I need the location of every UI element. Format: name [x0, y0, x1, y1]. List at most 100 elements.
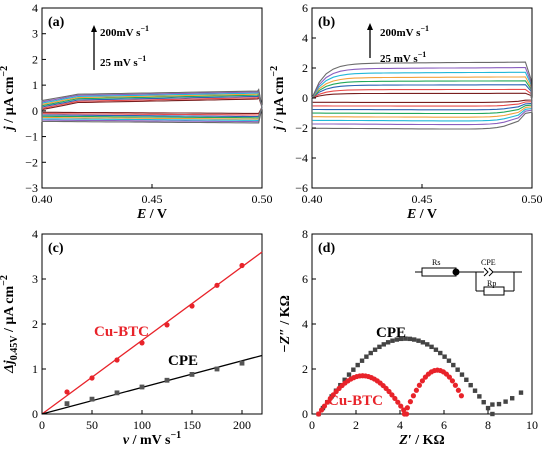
data-point [364, 354, 369, 359]
data-point [458, 393, 464, 399]
panel-c-fit-lines [41, 251, 263, 415]
y-tick-label: 4 [32, 1, 38, 15]
x-tick-label: 0.50 [522, 192, 543, 206]
y-tick-label: 6 [302, 272, 308, 286]
panel-c-y-axis-label: Δj0.45V / µA cm−2 [0, 275, 20, 374]
x-tick-label: 0.45 [412, 192, 433, 206]
panel-c-dl-capacitance: 0 1 2 3 4 0 50 100 150 200 (c) Cu-BTC CPE v / mV… [0, 227, 263, 448]
y-tick-label: 2 [32, 317, 38, 331]
data-point [327, 395, 333, 402]
data-point [114, 357, 120, 363]
data-point [481, 400, 486, 405]
panel-a-x-ticks: 0.40 0.45 0.50 [32, 184, 273, 206]
data-point [446, 374, 452, 380]
data-point [472, 388, 478, 393]
panel-c-label: (c) [48, 241, 64, 256]
data-point [89, 375, 95, 381]
data-point [89, 396, 95, 402]
data-point [410, 393, 416, 399]
panel-a-annotation-top: 200mV s−1 [100, 24, 149, 39]
data-point [386, 388, 392, 395]
circuit-rp-label: Rp [487, 279, 496, 288]
data-point [368, 350, 373, 356]
y-tick-label: −2 [25, 155, 38, 169]
data-point [407, 336, 413, 342]
x-tick-label: 4 [397, 418, 403, 432]
panel-b-scan-arrow [367, 23, 373, 58]
x-tick-label: 6 [441, 418, 447, 432]
x-tick-label: 200 [233, 418, 251, 432]
panel-d-series-label-cu-btc: Cu-BTC [328, 393, 383, 409]
y-tick-label: 0 [32, 407, 38, 421]
y-tick-label: 4 [302, 317, 308, 331]
x-tick-label: 150 [183, 418, 201, 432]
cv-curve-b [311, 88, 533, 107]
y-tick-label: 3 [32, 27, 38, 41]
data-point [189, 372, 195, 377]
data-point [139, 384, 145, 390]
cv-curve-a [41, 96, 263, 114]
panel-d-x-ticks: 0 2 4 6 8 10 [309, 410, 538, 432]
panel-b-label: (b) [318, 15, 335, 30]
panel-d-series-label-cpe: CPE [376, 325, 406, 341]
y-tick-label: −6 [295, 181, 308, 195]
fit-line [41, 354, 263, 415]
data-point [164, 377, 170, 383]
data-point [518, 390, 524, 395]
panel-d-nyquist: 0 2 4 6 8 0 2 4 6 8 10 (d) Rs CPE Rp CPE Cu-BTC Z… [278, 227, 538, 448]
data-point [342, 377, 347, 382]
panel-a-label: (a) [48, 15, 65, 30]
panel-d-plot-frame [311, 233, 533, 415]
circuit-rp-resistor [483, 286, 505, 296]
panel-c-data-points [64, 262, 245, 407]
y-tick-label: 6 [302, 1, 308, 15]
panel-a-cv-cu-btc: −3 −2 −1 0 1 2 3 4 0.40 0.45 0.50 (a) 200mV s−1 2… [0, 1, 273, 222]
data-point [324, 399, 330, 405]
data-point [359, 358, 365, 363]
circuit-cpe-label: CPE [481, 258, 496, 267]
panel-d-data-points [316, 336, 524, 417]
panel-c-x-ticks: 0 50 100 150 200 [39, 410, 251, 432]
data-point [411, 337, 417, 342]
data-point [377, 344, 382, 350]
data-point [389, 392, 395, 398]
equivalent-circuit [415, 267, 522, 296]
data-point [398, 403, 404, 409]
x-tick-label: 0.40 [302, 192, 323, 206]
x-tick-label: 10 [526, 418, 538, 432]
data-point [390, 338, 395, 343]
data-point [316, 411, 322, 417]
panel-c-y-ticks: 0 1 2 3 4 [32, 227, 46, 421]
y-tick-label: 2 [302, 61, 308, 75]
y-tick-label: −4 [295, 151, 308, 165]
data-point [239, 262, 245, 269]
y-tick-label: 2 [302, 362, 308, 376]
cv-curve-b [311, 61, 533, 130]
data-point [442, 354, 447, 359]
data-point [420, 340, 426, 345]
data-point [419, 378, 425, 384]
x-tick-label: 100 [133, 418, 151, 432]
data-point [395, 399, 401, 405]
data-point [401, 407, 407, 413]
data-point [413, 387, 419, 393]
data-point [459, 372, 465, 377]
data-point [449, 378, 455, 384]
x-tick-label: 50 [86, 418, 98, 432]
panel-a-curves [41, 88, 263, 124]
panel-b-annotation-top: 200mV s−1 [380, 24, 429, 39]
y-tick-label: 8 [302, 227, 308, 241]
data-point [510, 396, 515, 401]
x-tick-label: 0 [309, 418, 315, 432]
x-tick-label: 8 [485, 418, 491, 432]
panel-d-y-ticks: 0 2 4 6 8 [302, 227, 316, 421]
data-point [425, 342, 430, 347]
panel-d-y-axis-label: −Z″ / KΩ [278, 295, 293, 353]
panel-a-y-ticks: −3 −2 −1 0 1 2 3 4 [25, 1, 46, 195]
x-tick-label: 0 [39, 418, 45, 432]
y-tick-label: 1 [32, 362, 38, 376]
data-point [429, 344, 434, 350]
y-tick-label: 3 [32, 272, 38, 286]
data-point [404, 405, 410, 411]
